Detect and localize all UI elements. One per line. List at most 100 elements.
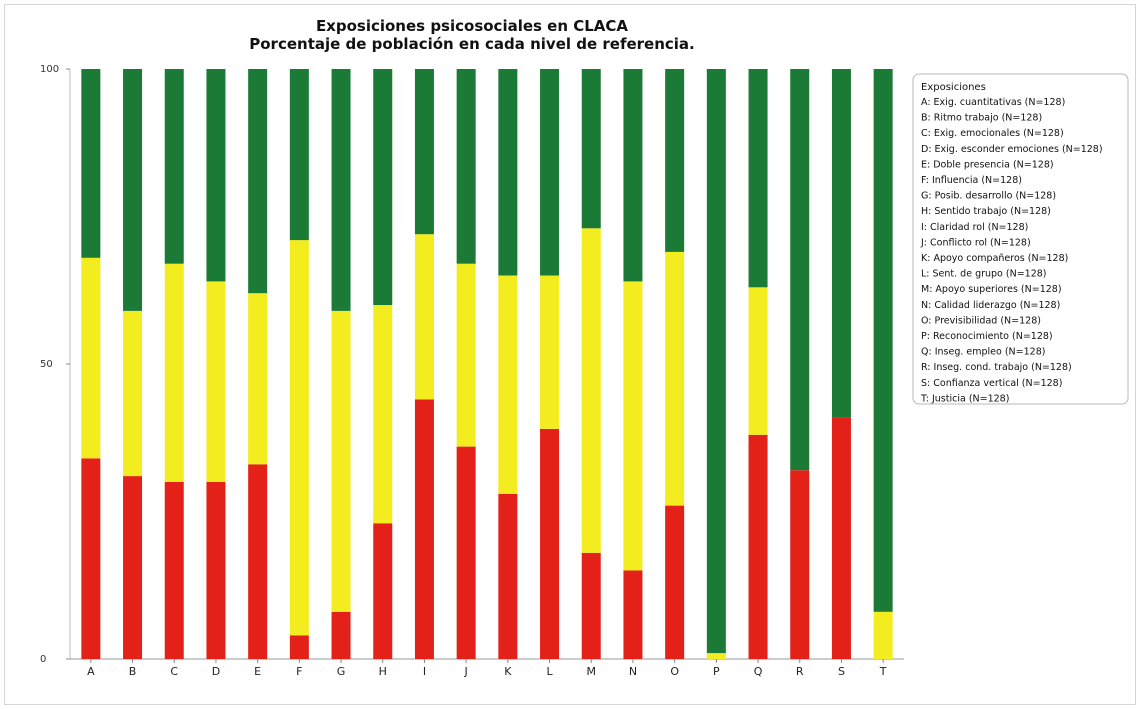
bar-segment-A-2 [81, 69, 101, 258]
bar-segment-J-2 [456, 69, 476, 264]
bar-segment-L-0 [540, 428, 560, 659]
y-tick-label: 100 [40, 64, 59, 75]
bar-segment-T-2 [873, 69, 893, 612]
x-tick-label: T [879, 665, 887, 678]
x-tick-label: J [464, 665, 468, 678]
bar-segment-N-2 [623, 69, 643, 282]
chart-frame [4, 4, 1136, 705]
legend-item: C: Exig. emocionales (N=128) [921, 128, 1064, 139]
x-tick-label: G [337, 665, 346, 678]
bar-segment-L-2 [540, 69, 560, 276]
legend-item: O: Previsibilidad (N=128) [921, 315, 1041, 326]
bar-segment-Q-2 [748, 69, 768, 288]
x-tick-label: O [670, 665, 679, 678]
legend-box [912, 73, 1129, 405]
bar-segment-O-1 [665, 251, 685, 506]
bar-segment-G-1 [331, 310, 351, 612]
bar-segment-D-2 [206, 69, 226, 282]
bar-segment-F-0 [289, 635, 309, 659]
bar-segment-B-2 [123, 69, 143, 311]
bar-segment-F-1 [289, 240, 309, 636]
x-tick-label: I [423, 665, 426, 678]
bar-segment-E-0 [248, 464, 268, 659]
x-tick-label: L [546, 665, 553, 678]
bar-segment-Q-1 [748, 287, 768, 435]
x-tick-label: E [254, 665, 261, 678]
bar-segment-O-2 [665, 69, 685, 252]
bar-segment-M-0 [581, 552, 601, 659]
legend-item: G: Posib. desarrollo (N=128) [921, 191, 1056, 202]
bar-segment-M-1 [581, 228, 601, 553]
y-tick-label: 50 [40, 359, 53, 370]
bar-segment-E-1 [248, 293, 268, 465]
bar-segment-T-1 [873, 611, 893, 659]
bar-segment-G-0 [331, 611, 351, 659]
bar-segment-K-1 [498, 275, 518, 494]
bar-segment-B-1 [123, 310, 143, 477]
legend-item: I: Claridad rol (N=128) [921, 222, 1028, 233]
legend-item: R: Inseg. cond. trabajo (N=128) [921, 362, 1072, 373]
bars [81, 69, 893, 659]
bar-segment-H-0 [373, 523, 393, 659]
legend-item: E: Doble presencia (N=128) [921, 159, 1054, 170]
bar-segment-J-0 [456, 446, 476, 659]
legend-item: S: Confianza vertical (N=128) [921, 378, 1062, 389]
chart-title-line: Porcentaje de población en cada nivel de… [249, 35, 695, 53]
x-tick-label: H [379, 665, 387, 678]
x-tick-label: K [504, 665, 512, 678]
bar-segment-C-1 [164, 263, 184, 482]
x-tick-label: D [212, 665, 220, 678]
bar-segment-R-0 [790, 470, 810, 659]
bar-segment-A-1 [81, 257, 101, 459]
legend-item: J: Conflicto rol (N=128) [920, 237, 1031, 248]
bar-segment-R-2 [790, 69, 810, 471]
bar-segment-S-0 [831, 417, 851, 659]
bar-segment-B-0 [123, 476, 143, 659]
x-tick-label: C [170, 665, 178, 678]
bar-segment-I-2 [414, 69, 434, 235]
x-tick-label: S [838, 665, 845, 678]
bar-segment-K-2 [498, 69, 518, 276]
legend-item: L: Sent. de grupo (N=128) [921, 269, 1047, 280]
x-tick-label: M [587, 665, 597, 678]
legend-item: Q: Inseg. empleo (N=128) [921, 347, 1045, 358]
bar-segment-J-1 [456, 263, 476, 447]
legend-item: B: Ritmo trabajo (N=128) [921, 113, 1042, 124]
y-tick-label: 0 [40, 654, 46, 665]
bar-segment-N-1 [623, 281, 643, 571]
bar-segment-K-0 [498, 493, 518, 659]
legend-item: A: Exig. cuantitativas (N=128) [921, 97, 1065, 108]
bar-segment-E-2 [248, 69, 268, 294]
bar-segment-D-0 [206, 482, 226, 659]
bar-segment-I-1 [414, 234, 434, 400]
bar-segment-F-2 [289, 69, 309, 241]
bar-segment-A-0 [81, 458, 101, 659]
bar-segment-D-1 [206, 281, 226, 482]
legend: Exposiciones A: Exig. cuantitativas (N=12… [912, 73, 1129, 405]
bar-segment-G-2 [331, 69, 351, 311]
bar-segment-M-2 [581, 69, 601, 229]
chart-title-line: Exposiciones psicosociales en CLACA [316, 17, 628, 35]
legend-item: H: Sentido trabajo (N=128) [921, 206, 1051, 217]
x-tick-label: N [629, 665, 637, 678]
legend-item: M: Apoyo superiores (N=128) [921, 284, 1062, 295]
bar-segment-L-1 [540, 275, 560, 429]
x-tick-label: F [296, 665, 302, 678]
bar-segment-I-0 [414, 399, 434, 659]
x-tick-label: A [87, 665, 95, 678]
x-tick-label: Q [754, 665, 763, 678]
x-tick-label: R [796, 665, 804, 678]
legend-item: N: Calidad liderazgo (N=128) [921, 300, 1060, 311]
bar-segment-N-0 [623, 570, 643, 659]
bar-segment-H-1 [373, 305, 393, 524]
bar-segment-Q-0 [748, 434, 768, 659]
x-tick-label: P [713, 665, 720, 678]
legend-title: Exposiciones [921, 82, 986, 93]
legend-item: K: Apoyo compañeros (N=128) [921, 253, 1068, 264]
chart-title: Exposiciones psicosociales en CLACAPorce… [249, 17, 695, 53]
legend-item: P: Reconocimiento (N=128) [921, 331, 1053, 342]
bar-segment-P-2 [706, 69, 726, 654]
x-axis-labels: A B C D E F G H I J K L M N O P Q R S T [87, 659, 887, 678]
bar-segment-C-2 [164, 69, 184, 264]
bar-segment-C-0 [164, 482, 184, 659]
